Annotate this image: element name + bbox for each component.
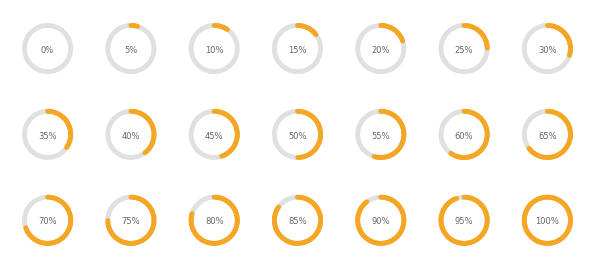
Text: 60%: 60% bbox=[455, 132, 474, 141]
Text: 65%: 65% bbox=[538, 132, 557, 141]
Text: 40%: 40% bbox=[121, 132, 140, 141]
Text: 15%: 15% bbox=[288, 46, 307, 55]
Text: 55%: 55% bbox=[371, 132, 390, 141]
Text: 45%: 45% bbox=[205, 132, 224, 141]
Text: 85%: 85% bbox=[288, 217, 307, 226]
Text: 75%: 75% bbox=[121, 217, 140, 226]
Text: 100%: 100% bbox=[536, 217, 559, 226]
Text: 70%: 70% bbox=[38, 217, 57, 226]
Text: 80%: 80% bbox=[205, 217, 224, 226]
Text: 25%: 25% bbox=[455, 46, 474, 55]
Text: 30%: 30% bbox=[538, 46, 557, 55]
Text: 20%: 20% bbox=[371, 46, 390, 55]
Text: 0%: 0% bbox=[41, 46, 54, 55]
Text: 95%: 95% bbox=[455, 217, 474, 226]
Text: 10%: 10% bbox=[205, 46, 224, 55]
Text: 50%: 50% bbox=[288, 132, 307, 141]
Text: 35%: 35% bbox=[38, 132, 57, 141]
Text: 90%: 90% bbox=[371, 217, 390, 226]
Text: 5%: 5% bbox=[124, 46, 137, 55]
